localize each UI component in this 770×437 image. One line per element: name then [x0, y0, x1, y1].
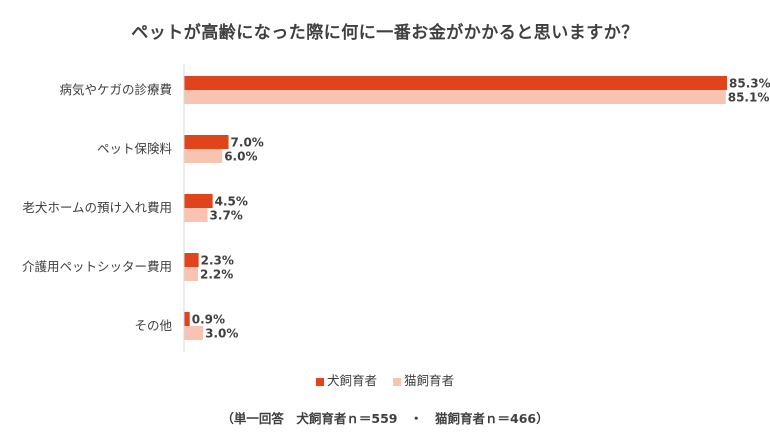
- dog-owner-bar: [184, 253, 199, 267]
- data-label: 7.0%: [231, 136, 264, 150]
- dog-owner-bar: [184, 76, 727, 90]
- cat-owner-bar: [184, 90, 726, 104]
- legend-swatch-dog: [315, 377, 324, 386]
- data-label: 85.1%: [728, 91, 770, 105]
- chart-title: ペットが高齢になった際に何に一番お金がかかると思いますか？: [131, 23, 639, 43]
- category-label: 病気やケガの診療費: [59, 82, 172, 97]
- legend-label-dog: 犬飼育者: [326, 373, 377, 388]
- data-label: 3.0%: [205, 327, 238, 341]
- cat-owner-bar: [184, 208, 208, 222]
- cat-owner-bar: [184, 267, 199, 281]
- cat-owner-bar: [184, 149, 223, 163]
- chart-legend: 犬飼育者 猫飼育者: [0, 370, 770, 389]
- dog-owner-bar: [184, 312, 190, 326]
- data-label: 0.9%: [192, 313, 225, 327]
- legend-swatch-cat: [392, 377, 401, 386]
- data-label: 2.2%: [200, 268, 233, 282]
- data-label: 2.3%: [201, 254, 234, 268]
- dog-owner-bar: [184, 194, 213, 208]
- data-label: 4.5%: [215, 195, 248, 209]
- data-label: 3.7%: [210, 209, 243, 223]
- category-label: 老犬ホームの預け入れ費用: [22, 200, 172, 215]
- legend-item-dog: 犬飼育者: [315, 370, 377, 389]
- sample-size-footnote: （単一回答 犬飼育者ｎ＝559 ・ 猫飼育者ｎ＝466）: [221, 411, 549, 426]
- category-label: 介護用ペットシッター費用: [22, 259, 172, 274]
- cat-owner-bar: [184, 326, 204, 340]
- data-label: 6.0%: [224, 150, 257, 164]
- category-label: その他: [134, 318, 172, 333]
- category-label: ペット保険料: [97, 141, 173, 156]
- data-label: 85.3%: [729, 77, 770, 91]
- legend-label-cat: 猫飼育者: [403, 373, 454, 388]
- legend-item-cat: 猫飼育者: [392, 370, 454, 389]
- dog-owner-bar: [184, 135, 229, 149]
